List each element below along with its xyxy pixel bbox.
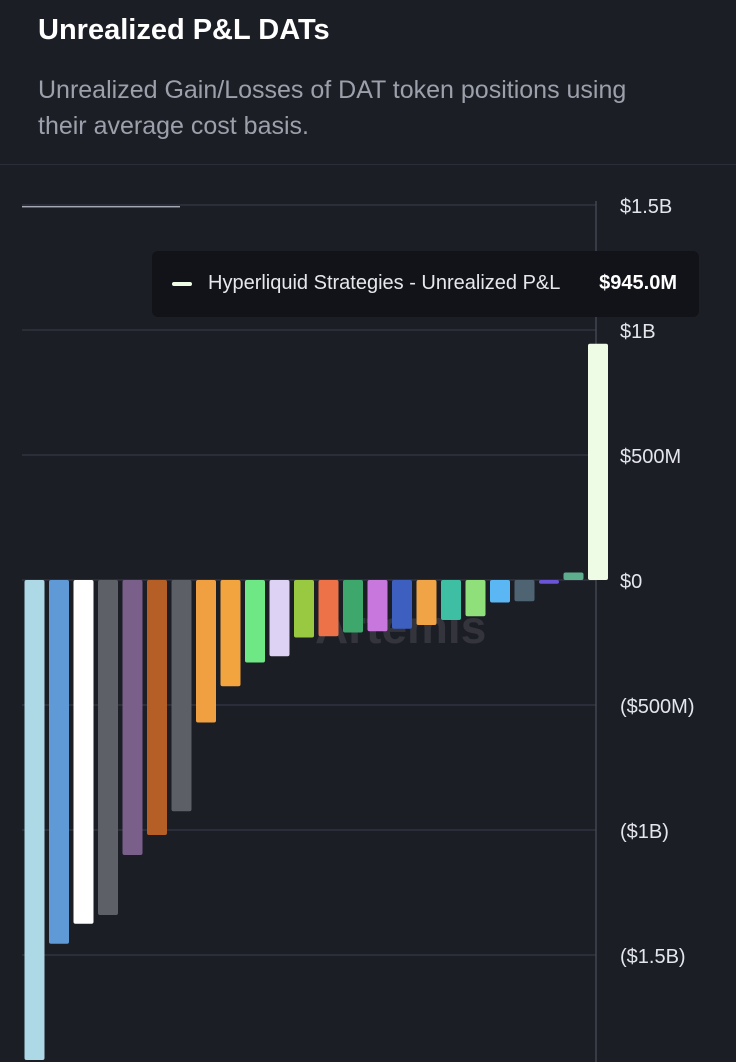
y-tick-label: ($500M): [620, 696, 694, 718]
bar[interactable]: [392, 580, 412, 629]
bar[interactable]: [367, 580, 388, 632]
bar[interactable]: [171, 580, 192, 812]
chart-subtitle: Unrealized Gain/Losses of DAT token posi…: [38, 76, 627, 140]
chart-header: Unrealized P&L DATs Unrealized Gain/Loss…: [0, 0, 736, 165]
chart-tooltip: Hyperliquid Strategies - Unrealized P&L …: [152, 251, 699, 317]
bar-series: [24, 343, 608, 1060]
tooltip-value: $945.0M: [599, 272, 677, 294]
bar[interactable]: [122, 580, 143, 855]
y-tick-label: $500M: [620, 446, 681, 468]
y-tick-label: ($1.5B): [620, 946, 686, 968]
y-axis-ticks: $1.5B $1B $500M $0 ($500M) ($1B) ($1.5B): [620, 196, 694, 968]
page-title: Unrealized P&L DATs: [38, 14, 330, 46]
bar[interactable]: [318, 580, 339, 637]
y-tick-label: $1B: [620, 321, 656, 343]
y-tick-label: $0: [620, 571, 642, 593]
bar[interactable]: [563, 572, 584, 581]
y-tick-label: $1.5B: [620, 196, 672, 218]
bar[interactable]: [294, 580, 314, 638]
y-tick-label: ($1B): [620, 821, 669, 843]
bar[interactable]: [98, 580, 118, 915]
bar[interactable]: [539, 580, 559, 584]
bar[interactable]: [514, 580, 535, 602]
tooltip-series-label: Hyperliquid Strategies - Unrealized P&L: [208, 272, 561, 294]
bar[interactable]: [441, 580, 461, 620]
bar[interactable]: [465, 580, 486, 617]
bar[interactable]: [416, 580, 437, 625]
bar[interactable]: [49, 580, 69, 944]
tooltip-series-swatch: [172, 282, 192, 286]
bar[interactable]: [147, 580, 167, 835]
unrealized-pnl-bar-chart: Artemis $1.5B$1B$500M$0($500M)($1B)($1.5…: [22, 196, 694, 1062]
bar[interactable]: [196, 580, 216, 723]
bar[interactable]: [73, 580, 94, 924]
bar[interactable]: [343, 580, 363, 633]
bar[interactable]: [245, 580, 265, 663]
bar[interactable]: [220, 580, 241, 687]
bar[interactable]: [269, 580, 290, 657]
bar[interactable]: [24, 580, 45, 1060]
bar[interactable]: [588, 343, 608, 580]
bar[interactable]: [490, 580, 510, 603]
